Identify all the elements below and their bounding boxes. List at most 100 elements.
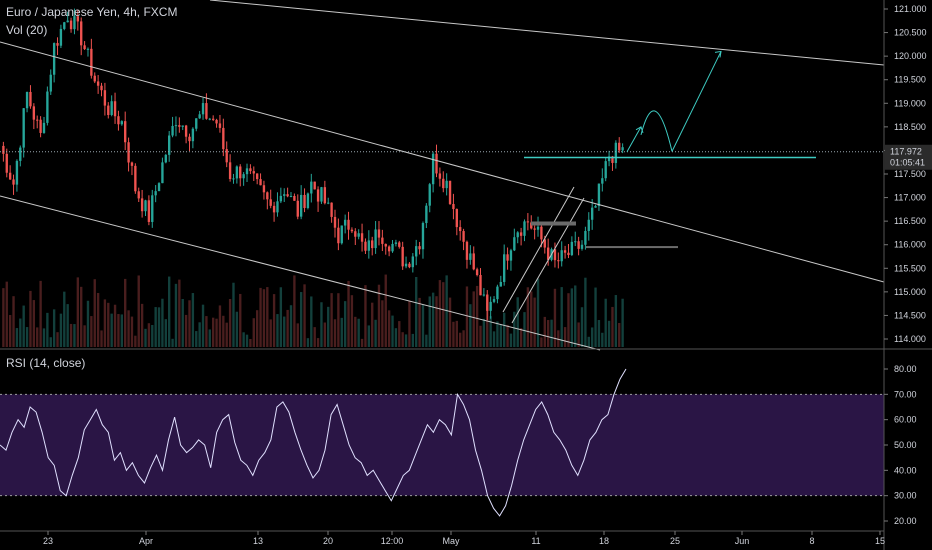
candle-body xyxy=(418,246,421,250)
rsi-tick-label: 80.00 xyxy=(894,364,917,374)
price-tick-label: 114.500 xyxy=(894,310,926,320)
volume-bar xyxy=(364,285,367,347)
candle-body xyxy=(577,241,580,249)
candle-body xyxy=(235,166,239,179)
volume-bar xyxy=(340,317,343,347)
volume-bar xyxy=(557,330,560,347)
candle-body xyxy=(563,250,567,253)
projection-arrow[interactable] xyxy=(626,50,722,152)
channel-upper-line[interactable] xyxy=(0,41,885,283)
candle-body xyxy=(269,199,272,206)
zone-upper-box[interactable] xyxy=(531,221,576,226)
time-tick-label: 11 xyxy=(531,536,540,546)
candle-body xyxy=(570,241,574,256)
chart-title[interactable]: Euro / Japanese Yen, 4h, FXCM xyxy=(6,5,178,19)
volume-bar xyxy=(381,300,384,347)
candle-body xyxy=(546,247,550,260)
volume-bar xyxy=(29,290,32,347)
price-tick-label: 114.000 xyxy=(894,334,926,344)
volume-bar xyxy=(245,334,249,347)
candle-body xyxy=(286,194,289,197)
volume-bar xyxy=(526,287,530,347)
volume-bar xyxy=(316,338,320,347)
volume-bar xyxy=(289,305,293,347)
candle-body xyxy=(191,128,195,142)
candle-body xyxy=(15,160,19,185)
candle-body xyxy=(59,28,63,46)
candle-body xyxy=(184,125,188,137)
candle-body xyxy=(228,162,232,180)
time-axis[interactable]: 23 Apr 13 20 12:00 May 11 18 25 Jun 8 15 xyxy=(43,531,885,546)
candle-body xyxy=(597,183,601,207)
zone-lower-box[interactable] xyxy=(586,246,678,249)
volume-bar xyxy=(235,311,239,347)
projection-target-arrowhead xyxy=(714,50,722,58)
candle-body xyxy=(262,185,266,193)
candle-body xyxy=(168,135,171,155)
candle-body xyxy=(333,216,337,228)
candle-body xyxy=(205,103,208,119)
candle-body xyxy=(489,301,492,311)
volume-bar xyxy=(93,279,96,347)
volume-bar xyxy=(597,320,601,347)
candle-body xyxy=(137,191,140,199)
candle-body xyxy=(174,125,178,127)
volume-bar xyxy=(431,292,435,347)
rising-channel-lower[interactable] xyxy=(511,197,585,324)
volume-bar xyxy=(333,319,337,347)
candle-body xyxy=(343,219,347,226)
volume-bar xyxy=(618,322,621,347)
candle-body xyxy=(239,166,242,179)
volume-indicator-label[interactable]: Vol (20) xyxy=(6,23,48,37)
volume-bar xyxy=(63,291,66,347)
rsi-axis[interactable]: 20.00 30.00 40.00 50.00 60.00 70.00 80.00 xyxy=(884,364,917,526)
volume-bar xyxy=(46,312,49,347)
candle-body xyxy=(618,142,621,151)
volume-bar xyxy=(421,304,425,347)
volume-bar xyxy=(513,311,516,347)
volume-bar xyxy=(211,317,215,347)
volume-bar xyxy=(306,338,310,347)
candle-body xyxy=(340,225,343,244)
long-term-trend-line[interactable] xyxy=(209,0,885,66)
candle-body xyxy=(201,103,205,115)
rsi-indicator-label[interactable]: RSI (14, close) xyxy=(6,356,86,370)
candle-body xyxy=(354,231,357,237)
volume-bar xyxy=(249,338,252,347)
volume-bar xyxy=(394,328,398,347)
volume-bar xyxy=(584,277,587,347)
volume-bar xyxy=(371,302,374,347)
time-tick-label: Apr xyxy=(139,536,153,546)
channel-lower-line[interactable] xyxy=(0,195,601,351)
candle-body xyxy=(594,206,597,208)
volume-bar xyxy=(509,333,513,347)
candle-body xyxy=(215,119,218,124)
candle-body xyxy=(492,299,496,302)
candle-body xyxy=(100,85,103,91)
volume-bar xyxy=(239,293,242,347)
candle-body xyxy=(560,250,563,262)
volume-bar xyxy=(140,303,144,347)
candle-body xyxy=(93,75,96,82)
volume-bar xyxy=(76,277,80,347)
volume-bar xyxy=(438,280,442,347)
candle-body xyxy=(310,181,313,194)
candle-body xyxy=(232,178,235,180)
candle-body xyxy=(8,172,12,180)
candle-body xyxy=(90,48,93,76)
rising-channel-upper[interactable] xyxy=(502,186,575,313)
volume-bar xyxy=(5,281,8,347)
candle-body xyxy=(56,43,59,46)
volume-bar xyxy=(39,280,42,347)
candle-body xyxy=(188,136,191,142)
candle-body xyxy=(157,183,161,192)
candle-body xyxy=(394,242,398,244)
volume-bar xyxy=(546,320,550,347)
candle-body xyxy=(303,194,306,209)
candle-body xyxy=(611,156,614,163)
rsi-tick-label: 50.00 xyxy=(894,440,917,450)
price-tick-label: 116.000 xyxy=(894,240,926,250)
volume-bar xyxy=(303,284,306,347)
volume-bar xyxy=(215,318,218,347)
